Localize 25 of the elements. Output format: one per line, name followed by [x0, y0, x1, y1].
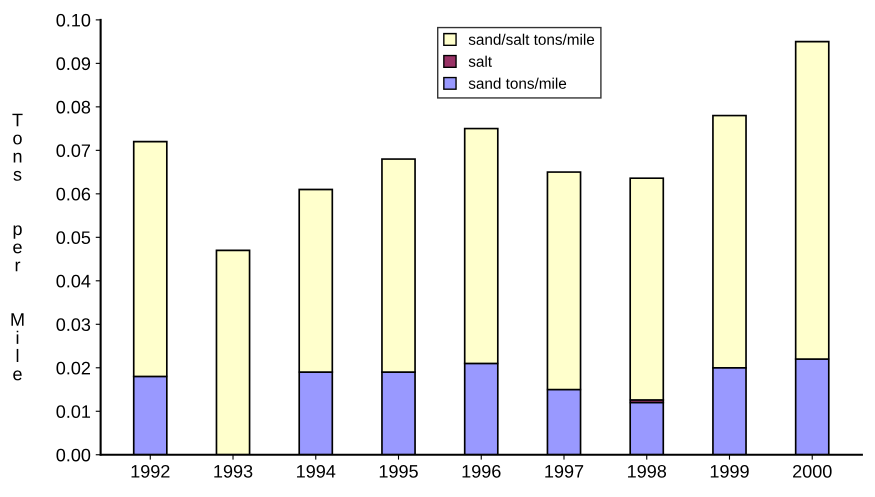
x-tick-label: 1993 [214, 464, 252, 478]
legend-label: sand/salt tons/mile [468, 34, 594, 45]
y-tick-label: 0.04 [56, 274, 90, 288]
x-tick-label: 1999 [710, 464, 749, 478]
text: Tons per Mile [11, 114, 24, 380]
bar [629, 177, 664, 401]
x-tick-label: 1995 [380, 464, 418, 478]
x-tick-label: 1992 [132, 464, 170, 478]
legend-label: salt [468, 56, 492, 67]
x-tick-label: 1997 [545, 464, 584, 478]
x-tick-label: 2000 [793, 464, 832, 478]
y-tick-label: 0.01 [56, 405, 90, 418]
y-tick-label: 0.06 [56, 188, 90, 201]
x-tick-label: 1998 [628, 464, 666, 478]
y-tick-label: 0.02 [56, 362, 90, 374]
y-tick-label: 0.03 [56, 318, 90, 332]
y-tick-label: 0.00 [56, 448, 90, 462]
y-tick-label: 0.05 [56, 231, 90, 244]
y-tick-label: 0.07 [56, 144, 90, 158]
y-tick-label: 0.08 [56, 100, 90, 114]
x-tick-label: 1994 [297, 464, 336, 478]
x-tick-label: 1996 [462, 464, 501, 478]
legend-label: sand tons/mile [468, 78, 566, 89]
y-tick-label: 0.09 [56, 57, 90, 70]
y-tick-label: 0.10 [56, 14, 90, 27]
